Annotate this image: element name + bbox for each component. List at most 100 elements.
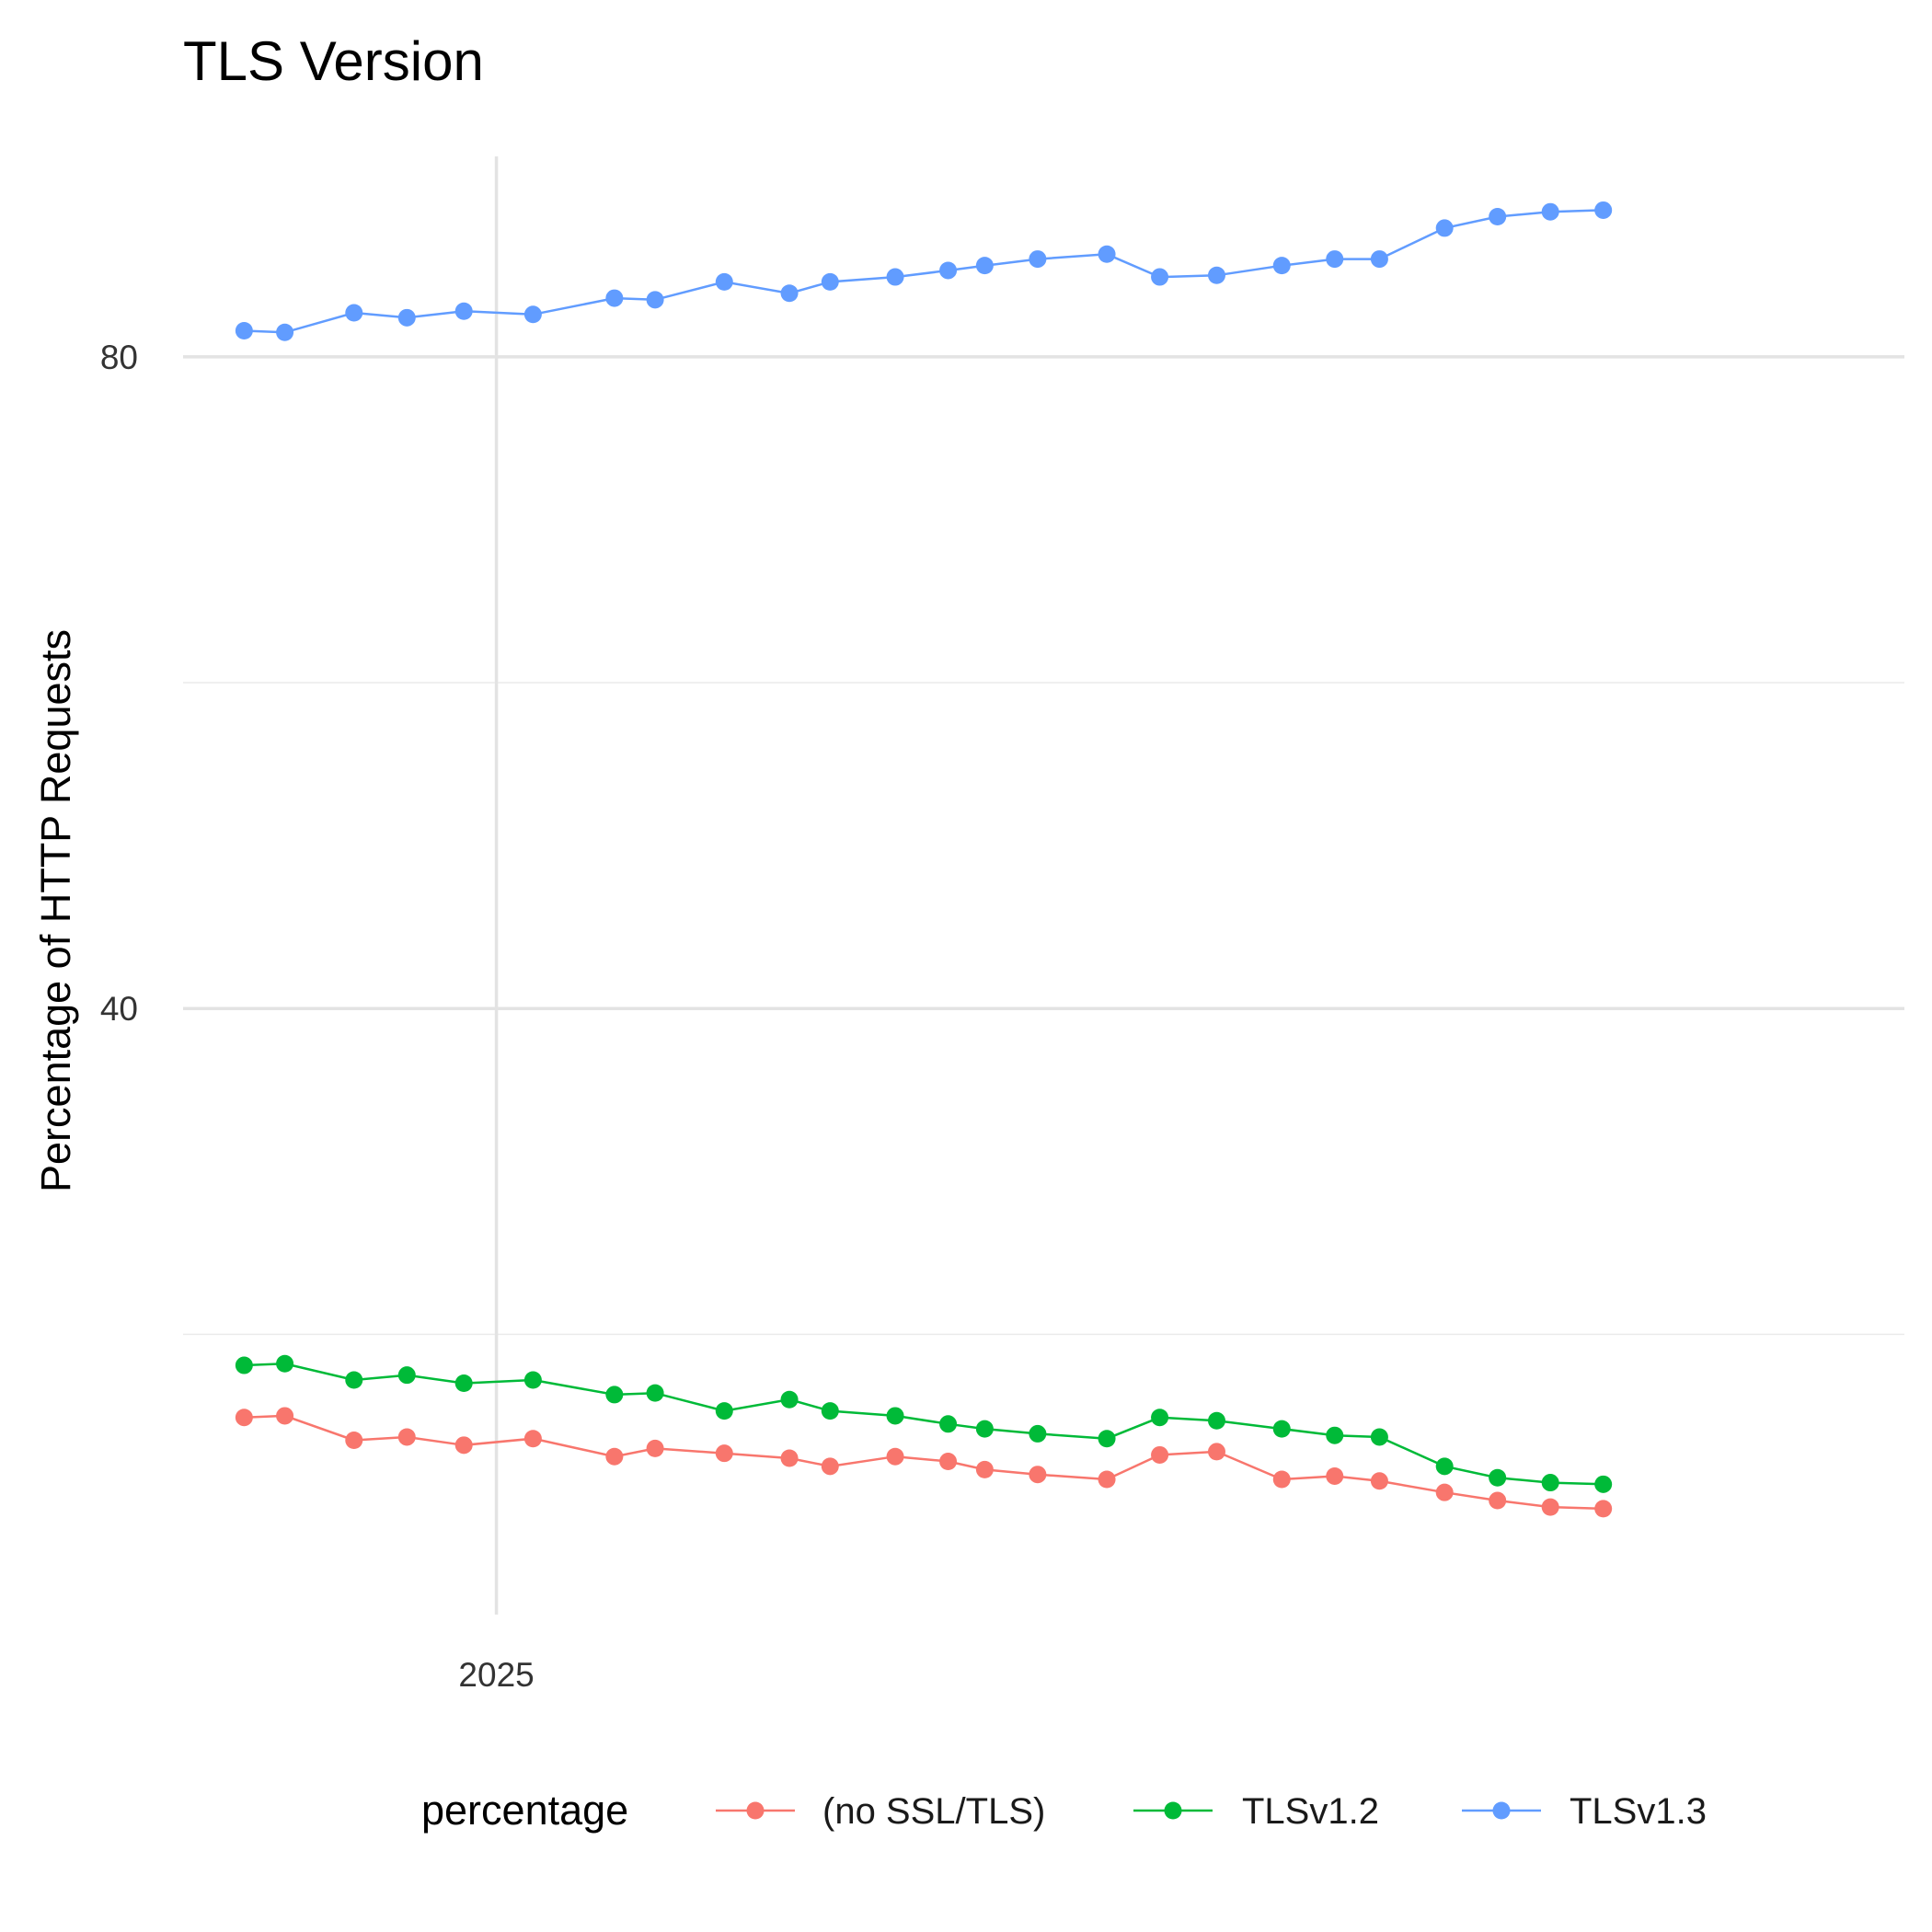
data-point (715, 1402, 733, 1420)
data-point (1207, 1411, 1225, 1430)
data-point (886, 268, 904, 286)
data-point (397, 1428, 416, 1446)
data-point (345, 1371, 363, 1389)
data-point (345, 1432, 363, 1450)
data-point (1594, 1475, 1613, 1493)
data-point (821, 1402, 839, 1420)
data-point (397, 1366, 416, 1385)
legend: percentage (no SSL/TLS) TLSv1.2 TLSv1.3 (421, 1787, 1707, 1834)
legend-label: TLSv1.3 (1570, 1791, 1707, 1832)
data-point (975, 257, 994, 275)
y-tick-label: 40 (100, 990, 138, 1028)
data-point (646, 1384, 664, 1402)
data-point (1370, 1428, 1388, 1446)
x-axis-ticks: 2025 (458, 1656, 534, 1694)
data-point (1272, 257, 1291, 275)
data-point (1489, 1491, 1507, 1510)
data-point (1435, 219, 1454, 237)
data-point (975, 1460, 994, 1478)
data-point (235, 321, 253, 339)
series-line (244, 1414, 1604, 1511)
series-tlsv1-3 (235, 201, 1613, 341)
legend-label: (no SSL/TLS) (822, 1791, 1045, 1832)
data-point (1151, 1445, 1169, 1464)
data-point (454, 1436, 473, 1455)
data-point (235, 1356, 253, 1374)
data-point (345, 304, 363, 322)
chart-title: TLS Version (183, 30, 484, 92)
data-point (975, 1420, 994, 1438)
legend-item: (no SSL/TLS) (716, 1791, 1045, 1832)
data-point (276, 1407, 294, 1425)
legend-key-point (746, 1801, 765, 1820)
data-point (1326, 1466, 1344, 1485)
data-point (1370, 250, 1388, 269)
legend-key-point (1492, 1801, 1511, 1820)
data-point (1029, 1466, 1047, 1484)
data-point (523, 305, 542, 324)
data-point (1541, 1474, 1559, 1492)
data-point (646, 291, 664, 309)
data-point (276, 1354, 294, 1373)
data-point (523, 1430, 542, 1448)
data-point (1272, 1470, 1291, 1489)
data-point (715, 1444, 733, 1463)
legend-label: TLSv1.2 (1242, 1791, 1379, 1832)
data-point (1370, 1472, 1388, 1490)
data-point (646, 1439, 664, 1457)
data-point (1207, 1443, 1225, 1461)
data-point (1489, 208, 1507, 226)
data-point (886, 1447, 904, 1466)
legend-item: TLSv1.2 (1133, 1791, 1379, 1832)
data-point (605, 1447, 624, 1466)
data-point (1489, 1468, 1507, 1487)
data-point (1207, 266, 1225, 284)
data-point (1272, 1420, 1291, 1438)
data-point (780, 1449, 799, 1467)
data-point (821, 1457, 839, 1476)
data-point (1435, 1483, 1454, 1501)
legend-title: percentage (421, 1787, 628, 1834)
legend-key-point (1164, 1801, 1182, 1820)
data-point (1594, 201, 1613, 219)
data-point (605, 289, 624, 307)
data-point (1541, 202, 1559, 221)
data-point (454, 1374, 473, 1393)
series-line (244, 209, 1604, 334)
y-axis-title: Percentage of HTTP Requests (32, 629, 79, 1192)
data-point (454, 302, 473, 320)
data-point (1326, 1426, 1344, 1444)
data-point (939, 261, 958, 280)
x-tick-label: 2025 (458, 1656, 534, 1694)
data-point (397, 308, 416, 327)
data-point (886, 1407, 904, 1425)
data-point (276, 323, 294, 341)
data-point (780, 284, 799, 303)
data-point (1541, 1498, 1559, 1516)
series-line (244, 1363, 1604, 1486)
data-point (1151, 268, 1169, 286)
series-no-ssl-tls (235, 1407, 1613, 1518)
data-point (1594, 1500, 1613, 1518)
legend-item: TLSv1.3 (1462, 1791, 1707, 1832)
data-point (1435, 1457, 1454, 1476)
grid-lines (183, 156, 1904, 1615)
data-point (939, 1415, 958, 1433)
series-tlsv1-2 (235, 1354, 1613, 1493)
data-point (939, 1453, 958, 1471)
data-point (1151, 1409, 1169, 1427)
data-point (1098, 1470, 1116, 1489)
data-point (235, 1409, 253, 1427)
y-axis-ticks: 40 80 (100, 339, 138, 1028)
data-point (715, 272, 733, 291)
data-point (1029, 250, 1047, 269)
data-point (1098, 1430, 1116, 1448)
y-tick-label: 80 (100, 339, 138, 376)
data-point (605, 1386, 624, 1404)
data-point (523, 1371, 542, 1389)
data-point (1326, 250, 1344, 269)
data-point (1029, 1424, 1047, 1443)
series-layer (235, 201, 1613, 1518)
data-point (821, 272, 839, 291)
